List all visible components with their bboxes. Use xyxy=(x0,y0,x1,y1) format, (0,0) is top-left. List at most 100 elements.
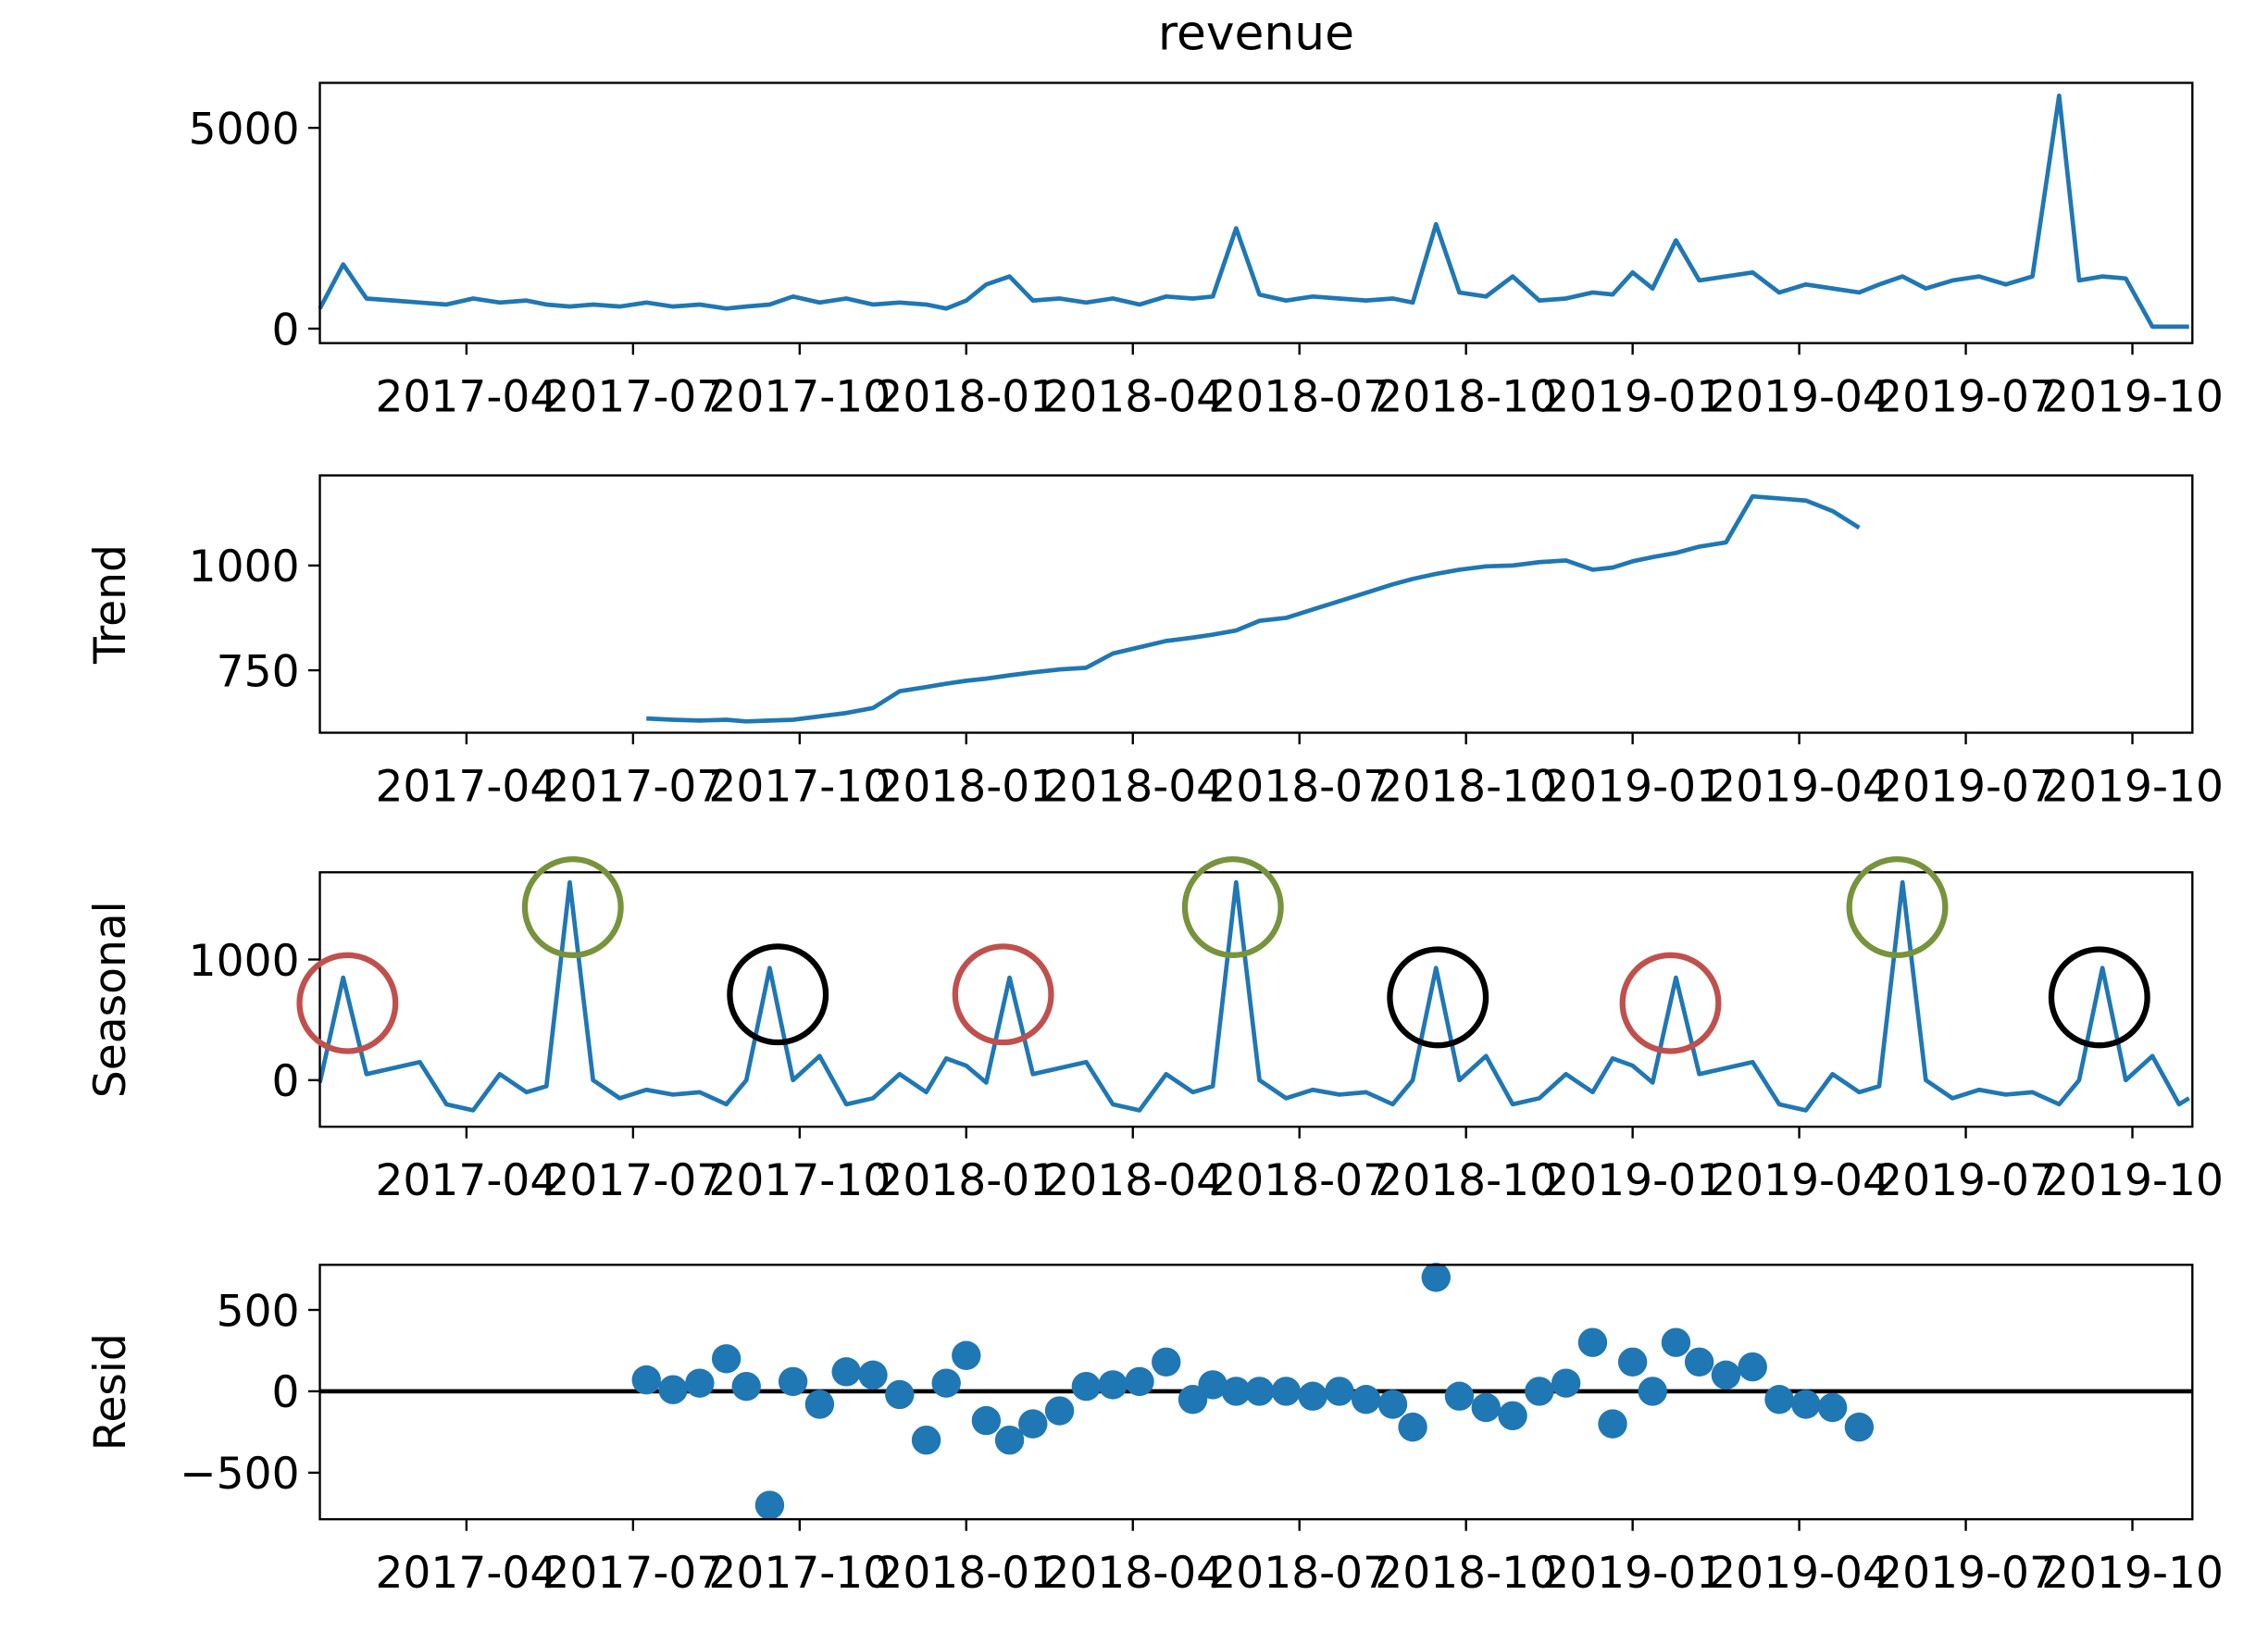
resid-point xyxy=(1125,1366,1154,1397)
x-tick-label: 2017-07 xyxy=(542,1155,724,1206)
resid-point xyxy=(885,1379,915,1410)
axes-frame xyxy=(318,81,2194,344)
resid-point xyxy=(1271,1377,1302,1406)
x-tick-label: 2019-04 xyxy=(1708,1548,1890,1599)
annotation-circle xyxy=(1619,952,1722,1054)
x-tick-label: 2017-10 xyxy=(708,761,891,812)
y-tick-label: 1000 xyxy=(189,542,300,592)
axes-frame xyxy=(318,1264,2194,1521)
annotation-circle xyxy=(296,952,399,1054)
annotation-circle xyxy=(2048,946,2150,1049)
resid-point xyxy=(1817,1392,1848,1423)
y-tick-label: 500 xyxy=(217,1286,300,1337)
resid-point xyxy=(1684,1347,1714,1377)
resid-point xyxy=(1198,1370,1227,1400)
x-tick-label: 2017-07 xyxy=(542,1548,724,1599)
x-tick-label: 2018-10 xyxy=(1375,1155,1557,1206)
resid-point xyxy=(711,1344,741,1374)
x-tick-label: 2017-10 xyxy=(708,1548,891,1599)
x-tick-label: 2018-01 xyxy=(875,761,1057,812)
x-tick-label: 2017-04 xyxy=(375,1548,557,1599)
x-tick-label: 2018-04 xyxy=(1041,761,1224,812)
x-tick-label: 2018-07 xyxy=(1208,1155,1390,1206)
resid-point xyxy=(1638,1377,1667,1406)
x-tick-label: 2018-10 xyxy=(1375,761,1557,812)
resid-point xyxy=(831,1357,861,1387)
x-tick-label: 2019-01 xyxy=(1541,1548,1724,1599)
x-tick-label: 2018-04 xyxy=(1041,1548,1224,1599)
y-tick-label: −500 xyxy=(180,1449,299,1500)
resid-point xyxy=(1044,1396,1075,1426)
x-tick-label: 2018-07 xyxy=(1208,1548,1390,1599)
resid-point xyxy=(1221,1377,1252,1406)
x-tick-label: 2018-01 xyxy=(875,1155,1057,1206)
axes-frame xyxy=(318,871,2194,1128)
x-tick-label: 2019-01 xyxy=(1541,371,1724,422)
x-tick-label: 2018-01 xyxy=(875,1548,1057,1599)
resid-point xyxy=(1525,1377,1554,1406)
resid-point xyxy=(1791,1390,1821,1419)
annotation-circle xyxy=(1181,856,1284,958)
y-axis-label: Trend xyxy=(85,544,136,665)
resid-point xyxy=(1498,1401,1527,1431)
x-tick-label: 2017-10 xyxy=(708,1155,891,1206)
x-tick-label: 2018-01 xyxy=(875,371,1057,422)
resid-point xyxy=(1471,1392,1501,1423)
x-tick-label: 2017-04 xyxy=(375,371,557,422)
x-tick-label: 2019-10 xyxy=(2041,371,2224,422)
x-tick-label: 2018-07 xyxy=(1208,761,1390,812)
x-tick-label: 2018-04 xyxy=(1041,371,1224,422)
resid-point xyxy=(1551,1368,1581,1398)
x-tick-label: 2018-07 xyxy=(1208,371,1390,422)
x-tick-label: 2019-10 xyxy=(2041,761,2224,812)
annotation-circle xyxy=(521,856,624,958)
y-tick-label: 0 xyxy=(272,305,300,355)
chart-title: revenue xyxy=(1158,6,1354,61)
x-tick-label: 2019-04 xyxy=(1708,371,1890,422)
series-line xyxy=(318,93,2189,330)
annotation-circle xyxy=(1846,856,1949,958)
x-tick-label: 2019-10 xyxy=(2041,1155,2224,1206)
resid-point xyxy=(994,1425,1025,1455)
annotation-circle xyxy=(727,943,829,1046)
x-tick-label: 2018-10 xyxy=(1375,1548,1557,1599)
resid-point xyxy=(1178,1385,1208,1414)
resid-point xyxy=(911,1425,941,1455)
resid-point xyxy=(1098,1370,1128,1400)
resid-point xyxy=(731,1371,761,1402)
resid-point xyxy=(1071,1371,1102,1402)
series-line xyxy=(318,879,2190,1113)
x-tick-label: 2017-10 xyxy=(708,371,891,422)
resid-point xyxy=(1377,1390,1408,1419)
x-tick-label: 2017-07 xyxy=(542,761,724,812)
resid-point xyxy=(1844,1412,1875,1442)
y-tick-label: 5000 xyxy=(189,104,300,155)
resid-point xyxy=(1152,1347,1181,1377)
x-tick-label: 2019-04 xyxy=(1708,1155,1890,1206)
x-tick-label: 2018-04 xyxy=(1041,1155,1224,1206)
x-tick-label: 2017-04 xyxy=(375,761,557,812)
resid-point xyxy=(858,1360,888,1390)
resid-point xyxy=(1298,1381,1327,1411)
x-tick-label: 2019-07 xyxy=(1875,1155,2057,1206)
resid-point xyxy=(1325,1377,1354,1406)
annotation-circle xyxy=(1387,946,1489,1049)
resid-point xyxy=(1421,1263,1451,1292)
x-tick-label: 2017-07 xyxy=(542,371,724,422)
x-tick-label: 2019-04 xyxy=(1708,761,1890,812)
resid-point xyxy=(658,1375,688,1404)
resid-point xyxy=(1661,1327,1691,1357)
annotation-circle xyxy=(952,943,1054,1046)
resid-point xyxy=(631,1365,661,1395)
resid-point xyxy=(1738,1352,1767,1382)
resid-point xyxy=(931,1368,961,1398)
resid-point xyxy=(804,1390,835,1419)
resid-point xyxy=(1018,1409,1048,1439)
resid-point xyxy=(685,1368,715,1398)
y-axis-label: Resid xyxy=(85,1333,136,1451)
resid-point xyxy=(1764,1385,1794,1414)
resid-point xyxy=(952,1340,981,1370)
y-tick-label: 0 xyxy=(272,1367,300,1418)
